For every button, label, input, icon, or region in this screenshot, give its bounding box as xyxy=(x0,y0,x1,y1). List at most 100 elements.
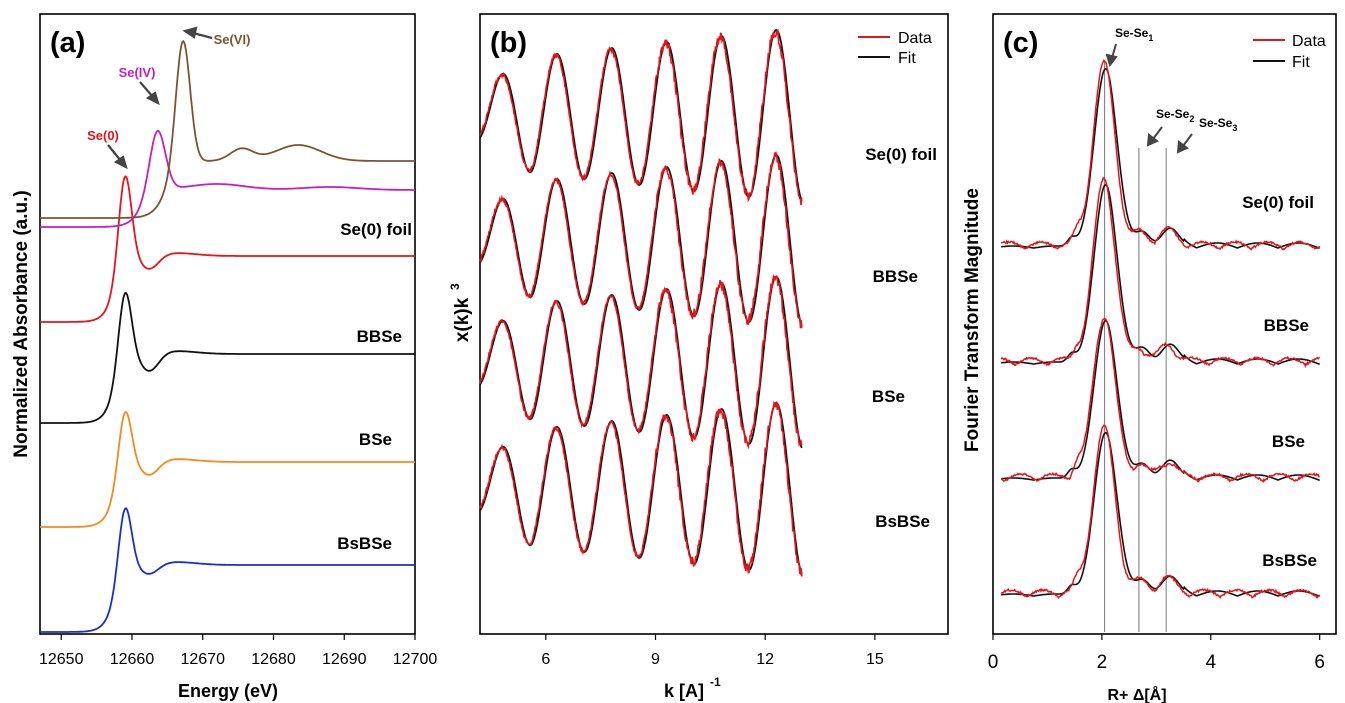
panel-b-tick-label: 15 xyxy=(866,651,884,668)
panel-c-x-ticks: 0 2 4 6 xyxy=(988,634,1325,673)
panel-a-label: (a) xyxy=(50,27,85,59)
shell-label-3-sub: 3 xyxy=(1232,123,1237,133)
panel-c-label-bbse: BBSe xyxy=(1264,316,1309,335)
panel-b-legend: Data Fit xyxy=(858,30,932,67)
ft-data-se0-foil xyxy=(1000,58,1321,251)
panel-a-label-se0foil: Se(0) foil xyxy=(340,220,412,239)
panel-a: (a) 12650 12660 12670 12680 12690 12700 Energ… xyxy=(11,13,437,701)
panel-a-tick-label: 12690 xyxy=(322,651,367,668)
panel-b-label-se0foil: Se(0) foil xyxy=(865,145,937,164)
panel-a-x-ticks: 12650 12660 12670 12680 12690 12700 xyxy=(39,634,437,668)
shell-label-1: Se-Se1 xyxy=(1115,26,1153,43)
shell-label-2: Se-Se2 xyxy=(1156,107,1194,124)
panel-b-label-bse: BSe xyxy=(872,387,905,406)
shell-label-1-sub: 1 xyxy=(1148,33,1153,43)
panel-c-label-bsbse: BsBSe xyxy=(1262,551,1317,570)
panel-c-tick-label: 2 xyxy=(1097,652,1108,673)
arrow-shell3-icon xyxy=(1182,133,1193,147)
panel-b-label-bbse: BBSe xyxy=(873,267,918,286)
shell-label-3: Se-Se3 xyxy=(1199,116,1237,133)
panel-a-label-bsbse: BsBSe xyxy=(337,534,392,553)
panel-c-label: (c) xyxy=(1003,27,1038,59)
arrow-se6-icon xyxy=(192,31,213,40)
panel-a-tick-label: 12680 xyxy=(251,651,296,668)
panel-b-tick-label: 9 xyxy=(651,651,660,668)
xanes-se0-foil xyxy=(40,175,415,323)
panel-a-tick-label: 12670 xyxy=(180,651,225,668)
panel-a-tick-label: 12700 xyxy=(393,651,438,668)
exafs-fit-se0-foil xyxy=(479,29,803,202)
annotation-se4: Se(IV) xyxy=(119,65,156,80)
panel-c-legend: Data Fit xyxy=(1253,33,1326,71)
panel-a-tick-label: 12650 xyxy=(39,651,84,668)
legend-fit-label: Fit xyxy=(898,50,916,67)
exafs-data-bsbse xyxy=(479,400,803,577)
panel-c-ylabel: Fourier Transform Magnitude xyxy=(962,188,983,452)
annotation-se0: Se(0) xyxy=(87,128,119,143)
panel-b-tick-label: 6 xyxy=(541,651,550,668)
annotation-se6: Se(VI) xyxy=(214,32,251,47)
legend-c-data-label: Data xyxy=(1292,33,1326,50)
panel-a-frame xyxy=(39,13,416,635)
xanes-bsbse xyxy=(40,507,415,633)
annotation-arrows-a xyxy=(107,26,213,170)
panel-b-xlabel: k [A] -1 xyxy=(664,675,721,701)
panel-c-curves: Se(0) foil BBSe BSe BsBSe xyxy=(1000,58,1321,632)
panel-c-tick-label: 0 xyxy=(988,652,999,673)
panel-b-frame xyxy=(479,13,949,635)
ft-fit-bse xyxy=(1001,319,1320,481)
shell-label-3-base: Se-Se xyxy=(1199,116,1233,130)
ft-data-bse xyxy=(1001,317,1320,484)
arrowhead-shell1-icon xyxy=(1105,53,1118,68)
arrowhead-se0-icon xyxy=(113,155,128,170)
arrowhead-shell3-icon xyxy=(1176,140,1189,154)
ft-fit-bsbse xyxy=(1001,431,1320,597)
shell-label-2-base: Se-Se xyxy=(1156,107,1190,121)
ft-data-bsbse xyxy=(1000,424,1321,599)
ft-data-bbse xyxy=(1000,176,1321,369)
panel-c-frame xyxy=(992,13,1337,635)
panel-b: (b) 6 9 12 15 k [A] -1 x(k)k 3 Data Fit Se(… xyxy=(448,13,949,701)
panel-a-curves xyxy=(40,39,415,633)
panel-c-tick-label: 6 xyxy=(1314,652,1325,673)
panel-c: (c) 0 2 4 6 R+ Δ[Å] Fourier Transform Magni… xyxy=(962,13,1337,703)
panel-b-ylabel: x(k)k 3 xyxy=(448,283,473,342)
panel-c-xlabel: R+ Δ[Å] xyxy=(1107,685,1166,703)
exafs-data-bbse xyxy=(479,150,803,329)
panel-b-label: (b) xyxy=(490,27,527,59)
panel-c-label-se0-foil: Se(0) foil xyxy=(1242,193,1314,212)
panel-b-ylabel-main: x(k)k xyxy=(452,297,473,342)
xanes-bbse xyxy=(40,291,415,424)
arrow-se4-icon xyxy=(139,81,154,98)
panel-a-tick-label: 12660 xyxy=(110,651,155,668)
panel-a-label-bbse: BBSe xyxy=(357,327,402,346)
panel-b-xlabel-main: k [A] xyxy=(664,681,704,701)
panel-a-label-bse: BSe xyxy=(359,430,392,449)
legend-data-label: Data xyxy=(898,30,932,47)
arrow-shell2-icon xyxy=(1152,126,1163,140)
arrowhead-se6-icon xyxy=(182,26,198,39)
panel-b-x-ticks: 6 9 12 15 xyxy=(541,634,884,668)
xanes-se6 xyxy=(40,39,415,219)
annotation-arrows-c xyxy=(1105,43,1193,154)
shell-label-2-sub: 2 xyxy=(1189,114,1194,124)
panel-a-ylabel: Normalized Absorbance (a.u.) xyxy=(11,190,32,457)
shell-label-1-base: Se-Se xyxy=(1115,26,1149,40)
panel-a-xlabel: Energy (eV) xyxy=(178,681,278,701)
panel-b-ylabel-sup: 3 xyxy=(448,283,462,290)
arrowhead-se4-icon xyxy=(145,91,160,106)
panel-b-tick-label: 12 xyxy=(756,651,774,668)
ft-fit-se0-foil xyxy=(1001,67,1320,249)
panel-b-xlabel-sup: -1 xyxy=(710,675,721,689)
xanes-bse xyxy=(40,411,415,528)
legend-c-fit-label: Fit xyxy=(1292,54,1310,71)
exafs-data-se0-foil xyxy=(479,28,803,206)
xanes-se4 xyxy=(40,129,415,228)
exafs-data-bse xyxy=(479,273,803,450)
panel-c-label-bse: BSe xyxy=(1272,432,1305,451)
arrowhead-shell2-icon xyxy=(1146,133,1159,147)
panel-c-tick-label: 4 xyxy=(1205,652,1216,673)
panel-b-label-bsbse: BsBSe xyxy=(875,512,930,531)
arrow-se0-icon xyxy=(107,144,122,162)
